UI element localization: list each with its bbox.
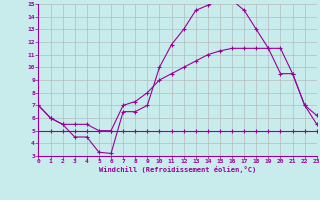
X-axis label: Windchill (Refroidissement éolien,°C): Windchill (Refroidissement éolien,°C) xyxy=(99,166,256,173)
